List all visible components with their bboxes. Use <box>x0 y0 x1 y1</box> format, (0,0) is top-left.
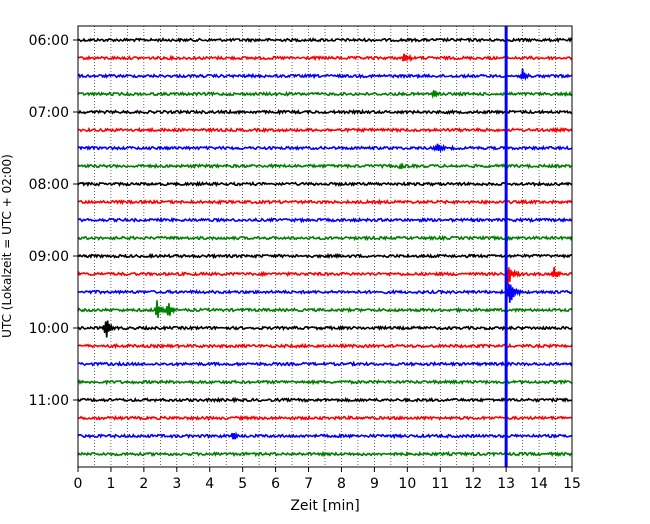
trace-1100 <box>77 396 573 404</box>
traces-group <box>77 37 573 458</box>
x-tick-label: 15 <box>563 476 581 492</box>
x-tick-label: 8 <box>337 476 346 492</box>
trace-1015 <box>77 342 573 350</box>
x-axis-label: Zeit [min] <box>290 498 359 514</box>
trace-1130 <box>77 431 573 440</box>
trace-0915 <box>77 266 573 286</box>
trace-0745 <box>77 162 572 170</box>
trace-1045 <box>77 379 573 386</box>
x-tick-label: 9 <box>370 476 379 492</box>
trace-1000 <box>77 320 573 338</box>
x-tick-label: 2 <box>139 476 148 492</box>
y-tick-label: 06:00 <box>29 33 69 49</box>
trace-0930 <box>77 283 573 303</box>
trace-0800 <box>77 180 573 188</box>
trace-0815 <box>77 198 573 206</box>
x-tick-label: 0 <box>74 476 83 492</box>
trace-0845 <box>77 234 573 242</box>
trace-1030 <box>77 360 573 368</box>
y-axis-label: UTC (Lokalzeit = UTC + 02:00) <box>0 154 14 338</box>
trace-0715 <box>77 126 573 134</box>
trace-0645 <box>77 90 573 100</box>
x-tick-label: 13 <box>497 476 515 492</box>
x-tick-label: 14 <box>530 476 548 492</box>
plot-frame <box>77 25 573 468</box>
y-tick-label: 11:00 <box>29 393 69 409</box>
trace-1145 <box>77 450 573 458</box>
trace-0945 <box>77 300 573 318</box>
y-ticks: 06:00 07:00 08:00 09:00 10:00 11:00 <box>29 33 78 409</box>
y-tick-label: 08:00 <box>29 177 69 193</box>
trace-0630 <box>77 68 573 81</box>
x-tick-label: 10 <box>398 476 416 492</box>
x-tick-label: 3 <box>172 476 181 492</box>
x-ticks: 0 1 2 3 4 5 6 7 8 9 10 11 12 13 14 15 <box>74 467 581 492</box>
x-tick-label: 4 <box>205 476 214 492</box>
x-tick-label: 1 <box>106 476 115 492</box>
trace-0900 <box>77 252 573 260</box>
x-tick-label: 11 <box>431 476 449 492</box>
y-tick-label: 10:00 <box>29 321 69 337</box>
x-tick-label: 5 <box>238 476 247 492</box>
trace-0830 <box>78 216 573 224</box>
trace-0600 <box>77 37 573 44</box>
y-tick-label: 09:00 <box>29 249 69 265</box>
trace-0700 <box>77 108 573 116</box>
trace-1115 <box>77 414 573 422</box>
x-tick-label: 7 <box>304 476 313 492</box>
y-tick-label: 07:00 <box>29 105 69 121</box>
trace-0730 <box>77 143 573 154</box>
x-tick-label: 6 <box>271 476 280 492</box>
trace-0615 <box>77 53 573 63</box>
x-tick-label: 12 <box>464 476 482 492</box>
